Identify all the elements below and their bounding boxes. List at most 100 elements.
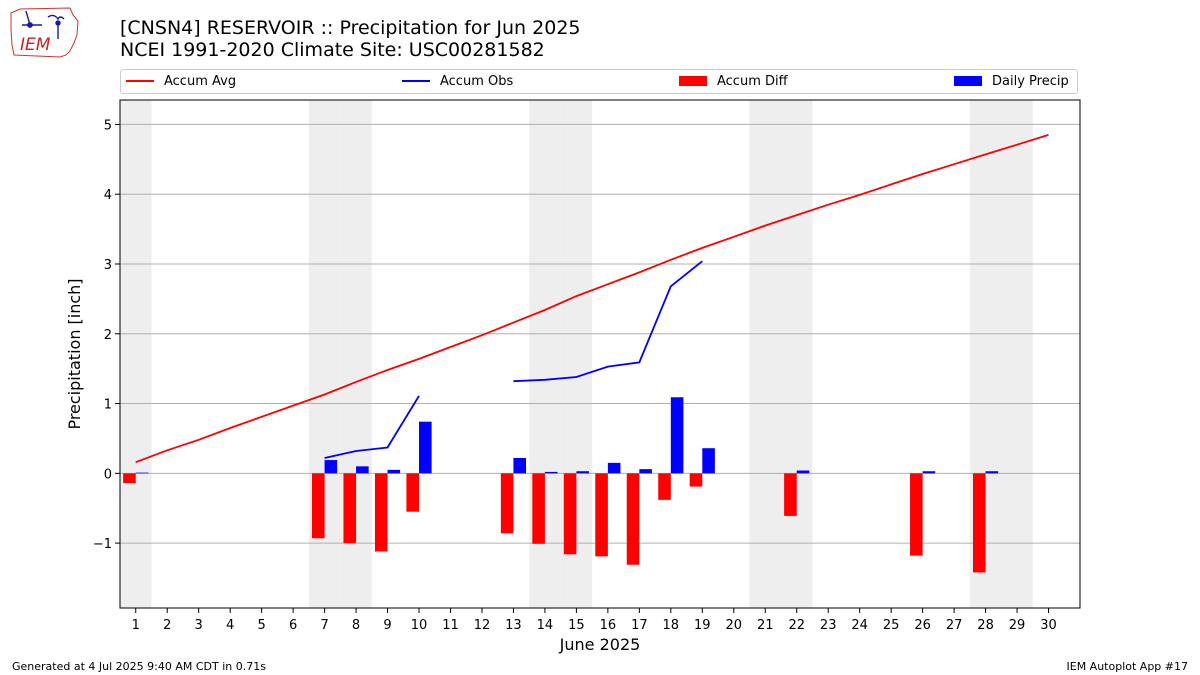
bar-accum-diff-day-17 [626,473,640,565]
x-axis-label: June 2025 [559,635,641,654]
bar-daily-precip-day-10 [419,421,432,474]
x-tick-label-11: 11 [442,618,459,633]
x-tick-label-4: 4 [226,618,234,633]
x-tick-label-30: 30 [1040,618,1057,633]
x-tick-label-9: 9 [383,618,391,633]
x-tick-label-17: 17 [631,618,648,633]
x-axis-ticks: 1 2 3 4 5 6 7 8 9 10 11 12 13 14 15 16 17 18 19 20 21 22 23 24 2… [132,608,1057,633]
y-tick-label-3: 2 [104,328,112,343]
weekend-band-day-1 [120,100,152,608]
y-tick-label-2: 1 [104,398,112,413]
bar-daily-precip-day-17 [639,469,652,474]
x-tick-label-24: 24 [851,618,868,633]
bars [123,397,999,573]
line-accum-obs-segment-0 [324,395,420,459]
x-tick-label-28: 28 [977,618,994,633]
line-accum-obs-segment-1 [513,260,703,383]
line-accum-avg-segment-0 [135,134,1049,464]
bar-daily-precip-day-22 [796,470,810,474]
bar-accum-diff-day-26 [910,473,923,556]
legend-swatch-accum-diff [679,75,707,86]
plot-frame [119,99,1081,609]
y-tick-label-5: 4 [104,188,112,203]
x-tick-label-12: 12 [474,618,491,633]
x-tick-label-29: 29 [1009,618,1026,633]
x-tick-label-14: 14 [537,618,554,633]
logo-state-outline [10,7,79,58]
footer-generated: Generated at 4 Jul 2025 9:40 AM CDT in 0… [12,660,266,673]
x-tick-label-19: 19 [694,618,711,633]
y-axis-label: Precipitation [inch] [65,278,84,429]
legend-item-accum-obs: Accum Obs [402,73,513,91]
weekend-band-day-29 [1001,100,1033,608]
weather-icons [22,10,65,39]
y-tick-label-6: 5 [104,118,112,133]
bar-daily-precip-day-13 [513,457,527,474]
x-tick-label-20: 20 [725,618,742,633]
bar-accum-diff-day-8 [343,473,357,544]
legend-item-accum-avg: Accum Avg [126,73,236,91]
weekend-band-day-22 [780,100,813,608]
x-tick-label-27: 27 [946,618,963,633]
legend-item-daily-precip: Daily Precip [954,73,1069,91]
legend-label-accum-obs: Accum Obs [440,74,514,89]
bar-daily-precip-day-9 [387,469,401,474]
bar-daily-precip-day-19 [702,448,715,474]
x-tick-label-13: 13 [505,618,522,633]
x-tick-label-7: 7 [320,618,328,633]
bar-accum-diff-day-13 [500,473,514,534]
x-tick-label-8: 8 [352,618,360,633]
footer-app: IEM Autoplot App #17 [1066,660,1189,673]
x-tick-label-10: 10 [411,618,428,633]
bar-daily-precip-day-8 [356,466,369,474]
x-tick-label-3: 3 [195,618,203,633]
bar-daily-precip-day-7 [324,460,338,474]
logo-text: IEM [20,35,51,55]
chart-subtitle: NCEI 1991-2020 Climate Site: USC00281582 [120,39,545,61]
x-tick-label-23: 23 [820,618,837,633]
legend-swatch-daily-precip [954,75,982,86]
x-tick-label-6: 6 [289,618,297,633]
bar-accum-diff-day-22 [784,473,797,516]
series-lines [135,134,1049,464]
legend-swatch-accum-obs [402,79,430,82]
chart-legend: Accum Avg Accum Obs Accum Diff Daily Pre… [120,69,1078,94]
x-tick-label-21: 21 [757,618,774,633]
bar-daily-precip-day-18 [670,397,684,474]
bar-accum-diff-day-19 [689,473,703,487]
chart-title: [CNSN4] RESERVOIR :: Precipitation for J… [120,17,581,39]
iem-logo: IEM [10,7,79,58]
bar-accum-diff-day-28 [972,473,986,573]
y-tick-label-4: 3 [104,258,112,273]
bar-accum-diff-day-9 [374,473,388,552]
bar-daily-precip-day-26 [922,471,936,474]
x-tick-label-25: 25 [883,618,900,633]
weekend-band-day-21 [749,100,781,608]
bar-accum-diff-day-10 [406,473,420,512]
bar-accum-diff-day-7 [312,473,325,539]
x-tick-label-26: 26 [914,618,931,633]
x-tick-label-15: 15 [568,618,585,633]
y-tick-label-1: 0 [104,467,112,482]
bar-daily-precip-day-14 [544,471,558,474]
y-axis-ticks: −1 0 1 2 3 4 5 [93,118,120,552]
bar-daily-precip-day-16 [607,462,621,474]
legend-label-daily-precip: Daily Precip [992,74,1069,89]
x-tick-label-16: 16 [600,618,617,633]
x-tick-label-1: 1 [132,618,140,633]
bar-accum-diff-day-14 [532,473,545,544]
legend-label-accum-avg: Accum Avg [164,74,237,89]
x-tick-label-18: 18 [663,618,680,633]
x-tick-label-2: 2 [163,618,171,633]
legend-label-accum-diff: Accum Diff [717,74,788,89]
bar-accum-diff-day-16 [595,473,608,557]
x-tick-label-5: 5 [257,618,265,633]
bar-accum-diff-day-18 [658,473,671,500]
bar-daily-precip-day-28 [985,471,999,474]
legend-item-accum-diff: Accum Diff [679,73,788,91]
bar-daily-precip-day-1 [135,472,149,474]
bar-daily-precip-day-15 [576,471,589,474]
legend-swatch-accum-avg [126,79,154,82]
bar-accum-diff-day-1 [123,473,136,484]
